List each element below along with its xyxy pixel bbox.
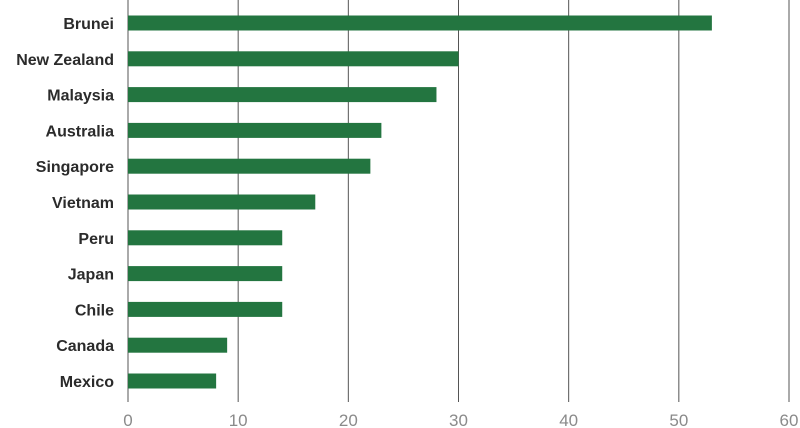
x-tick-label: 40: [559, 411, 578, 428]
category-label: Brunei: [63, 16, 114, 33]
bar-singapore: [128, 158, 371, 174]
bar-vietnam: [128, 194, 316, 210]
bar-japan: [128, 266, 283, 282]
bar-australia: [128, 122, 382, 138]
category-label: Singapore: [36, 159, 114, 176]
category-label: Malaysia: [47, 88, 114, 105]
category-label: Japan: [68, 267, 114, 284]
bar-peru: [128, 230, 283, 246]
bar-chile: [128, 301, 283, 317]
bar-malaysia: [128, 87, 437, 103]
category-label: Peru: [78, 231, 114, 248]
category-label: Australia: [46, 123, 115, 140]
category-label: Canada: [56, 338, 114, 355]
bar-mexico: [128, 373, 217, 389]
bar-new-zealand: [128, 51, 459, 67]
x-tick-label: 30: [449, 411, 468, 428]
x-tick-label: 20: [339, 411, 358, 428]
category-label: Chile: [75, 302, 114, 319]
x-tick-label: 50: [669, 411, 688, 428]
x-tick-label: 60: [780, 411, 799, 428]
category-label: Mexico: [60, 374, 114, 391]
category-label: New Zealand: [16, 52, 114, 69]
x-tick-label: 0: [123, 411, 132, 428]
bar-brunei: [128, 15, 712, 31]
x-tick-label: 10: [229, 411, 248, 428]
category-label: Vietnam: [52, 195, 114, 212]
bar-canada: [128, 337, 228, 353]
